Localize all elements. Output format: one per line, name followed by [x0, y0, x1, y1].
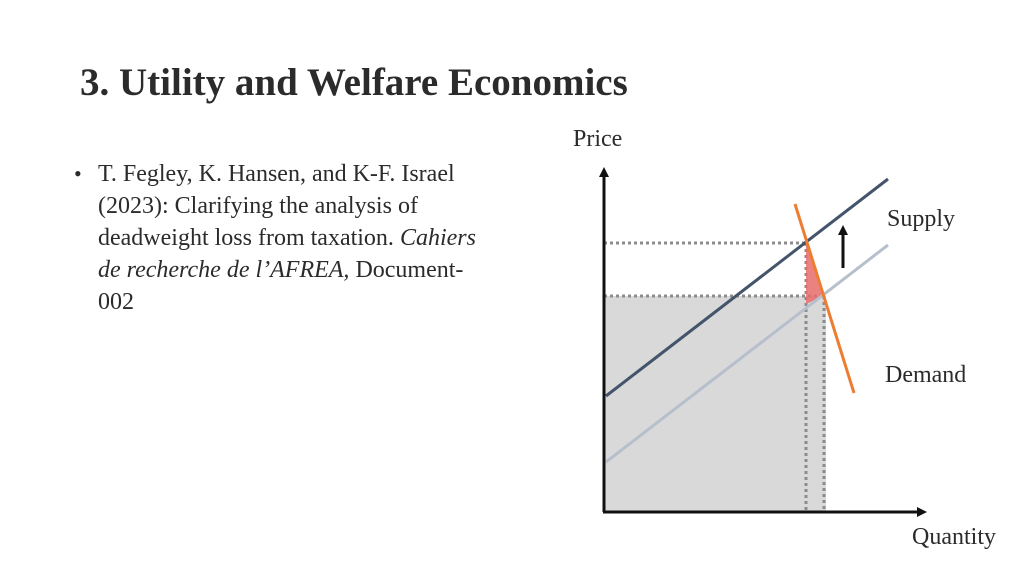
reference-journal: Cahiers de recherche de l’AFREA, [98, 225, 476, 283]
reference-bullet: • T. Fegley, K. Hansen, and K-F. Israel … [74, 158, 494, 318]
x-axis-label: Quantity [912, 524, 996, 550]
supply-curve-after-tax [605, 177, 889, 398]
deadweight-loss-triangle [806, 243, 824, 304]
slide-title: 3. Utility and Welfare Economics [80, 61, 628, 104]
shaded-area [604, 296, 826, 512]
demand-label: Demand [885, 362, 966, 388]
reference-text: T. Fegley, K. Hansen, and K-F. Israel (2… [98, 158, 494, 318]
supply-label: Supply [887, 206, 955, 232]
y-axis-label: Price [573, 126, 622, 152]
reference-authors: T. Fegley, K. Hansen, and K-F. Israel (2… [98, 161, 455, 251]
supply-curve-before-tax [605, 243, 889, 464]
demand-curve [793, 203, 856, 394]
reference-document: Document-002 [98, 257, 464, 315]
bullet-marker: • [74, 161, 82, 186]
